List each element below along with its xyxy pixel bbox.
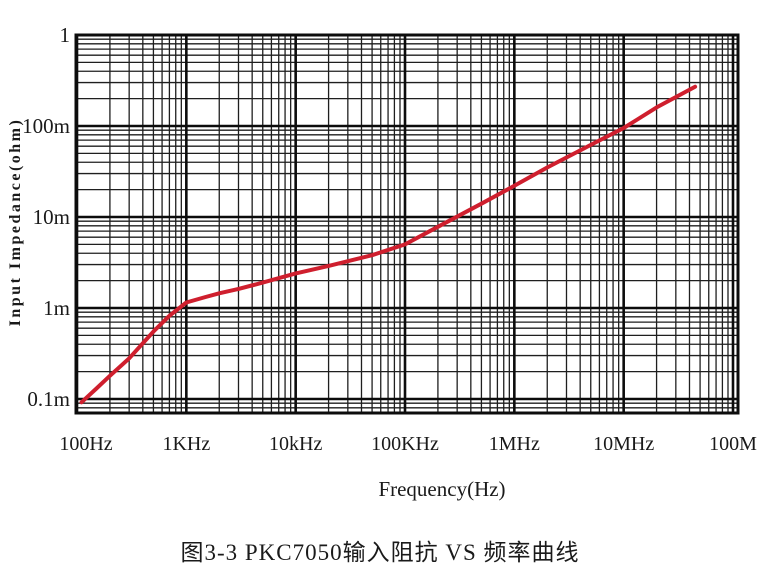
y-tick-label: 10m <box>33 205 70 229</box>
x-tick-label: 1MHz <box>489 433 540 455</box>
y-axis-title: Input Impedance(ohm) <box>7 118 24 327</box>
y-tick-label: 100m <box>22 114 70 138</box>
x-tick-label: 100Hz <box>59 433 112 455</box>
x-tick-label: 10kHz <box>269 433 322 455</box>
x-axis-title: Frequency(Hz) <box>378 477 505 501</box>
x-tick-label: 100KHz <box>371 433 439 455</box>
impedance-vs-frequency-chart: 1 100m 10m 1m 0.1m 100Hz 1KHz 10kHz 100KHz 1MHz 10… <box>7 23 757 501</box>
x-axis-tick-labels: 100Hz 1KHz 10kHz 100KHz 1MHz 10MHz 100M <box>59 433 757 455</box>
figure-caption: 图3-3 PKC7050输入阻抗 VS 频率曲线 <box>0 533 760 567</box>
plot-border <box>74 33 740 415</box>
grid-minor-lines <box>76 35 738 413</box>
x-tick-label: 10MHz <box>593 433 654 455</box>
x-tick-label: 100M <box>709 433 757 455</box>
y-tick-label: 0.1m <box>27 387 70 411</box>
y-tick-label: 1m <box>43 296 70 320</box>
y-axis-tick-labels: 1 100m 10m 1m 0.1m <box>22 23 70 411</box>
y-tick-label: 1 <box>60 23 71 47</box>
impedance-curve <box>79 84 698 405</box>
figure-caption-text: 图3-3 PKC7050输入阻抗 VS 频率曲线 <box>180 540 580 565</box>
x-tick-label: 1KHz <box>162 433 210 455</box>
